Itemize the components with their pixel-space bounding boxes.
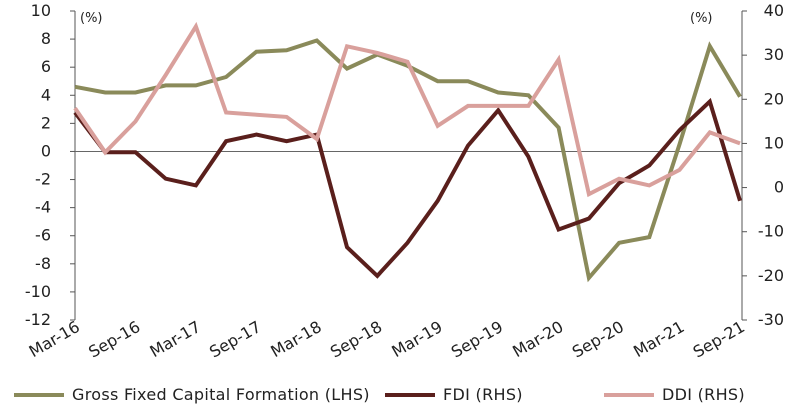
x-tick-label: Mar-20 bbox=[509, 317, 566, 361]
left-tick-label: 6 bbox=[41, 57, 51, 76]
left-tick-label: -2 bbox=[35, 170, 51, 189]
left-tick-label: -4 bbox=[35, 198, 51, 217]
right-tick-label: 40 bbox=[764, 1, 784, 20]
left-tick-label: 4 bbox=[41, 85, 51, 104]
series-line-ddi-rhs bbox=[73, 21, 741, 198]
right-tick-label: 0 bbox=[774, 178, 784, 197]
right-tick-label: 10 bbox=[764, 133, 784, 152]
left-tick-label: -8 bbox=[35, 254, 51, 273]
x-tick-label: Sep-16 bbox=[85, 317, 143, 362]
left-tick-label: -6 bbox=[35, 226, 51, 245]
right-tick-label: -10 bbox=[758, 222, 784, 241]
left-tick-label: 0 bbox=[41, 141, 51, 160]
series-line-fdi-rhs bbox=[73, 97, 742, 279]
left-tick-label: 2 bbox=[41, 113, 51, 132]
x-tick-label: Sep-17 bbox=[206, 317, 264, 362]
legend-label: DDI (RHS) bbox=[662, 385, 745, 404]
x-tick-label: Sep-20 bbox=[569, 317, 627, 362]
right-tick-label: 30 bbox=[764, 45, 784, 64]
x-tick-label: Mar-17 bbox=[147, 317, 204, 361]
right-axis-unit: (%) bbox=[690, 11, 713, 26]
left-tick-label: 10 bbox=[31, 1, 51, 20]
series-lines bbox=[73, 21, 742, 283]
x-tick-label: Sep-18 bbox=[327, 317, 385, 362]
legend: Gross Fixed Capital Formation (LHS) FDI (… bbox=[14, 385, 745, 404]
right-tick-label: 20 bbox=[764, 89, 784, 108]
legend-label: FDI (RHS) bbox=[443, 385, 523, 404]
right-tick-label: -30 bbox=[758, 310, 784, 329]
x-tick-label: Mar-21 bbox=[630, 317, 687, 361]
left-tick-label: 8 bbox=[41, 29, 51, 48]
left-tick-label: -10 bbox=[25, 282, 51, 301]
x-tick-label: Sep-21 bbox=[690, 317, 748, 362]
x-tick-label: Sep-19 bbox=[448, 317, 506, 362]
legend-label: Gross Fixed Capital Formation (LHS) bbox=[72, 385, 370, 404]
axes: -12-10-8-6-4-20246810-30-20-10010203040M… bbox=[25, 1, 784, 362]
x-tick-label: Mar-19 bbox=[388, 317, 445, 361]
left-tick-label: -12 bbox=[25, 310, 51, 329]
right-tick-label: -20 bbox=[758, 266, 784, 285]
left-axis-unit: (%) bbox=[80, 11, 103, 26]
x-tick-label: Mar-18 bbox=[267, 317, 324, 361]
